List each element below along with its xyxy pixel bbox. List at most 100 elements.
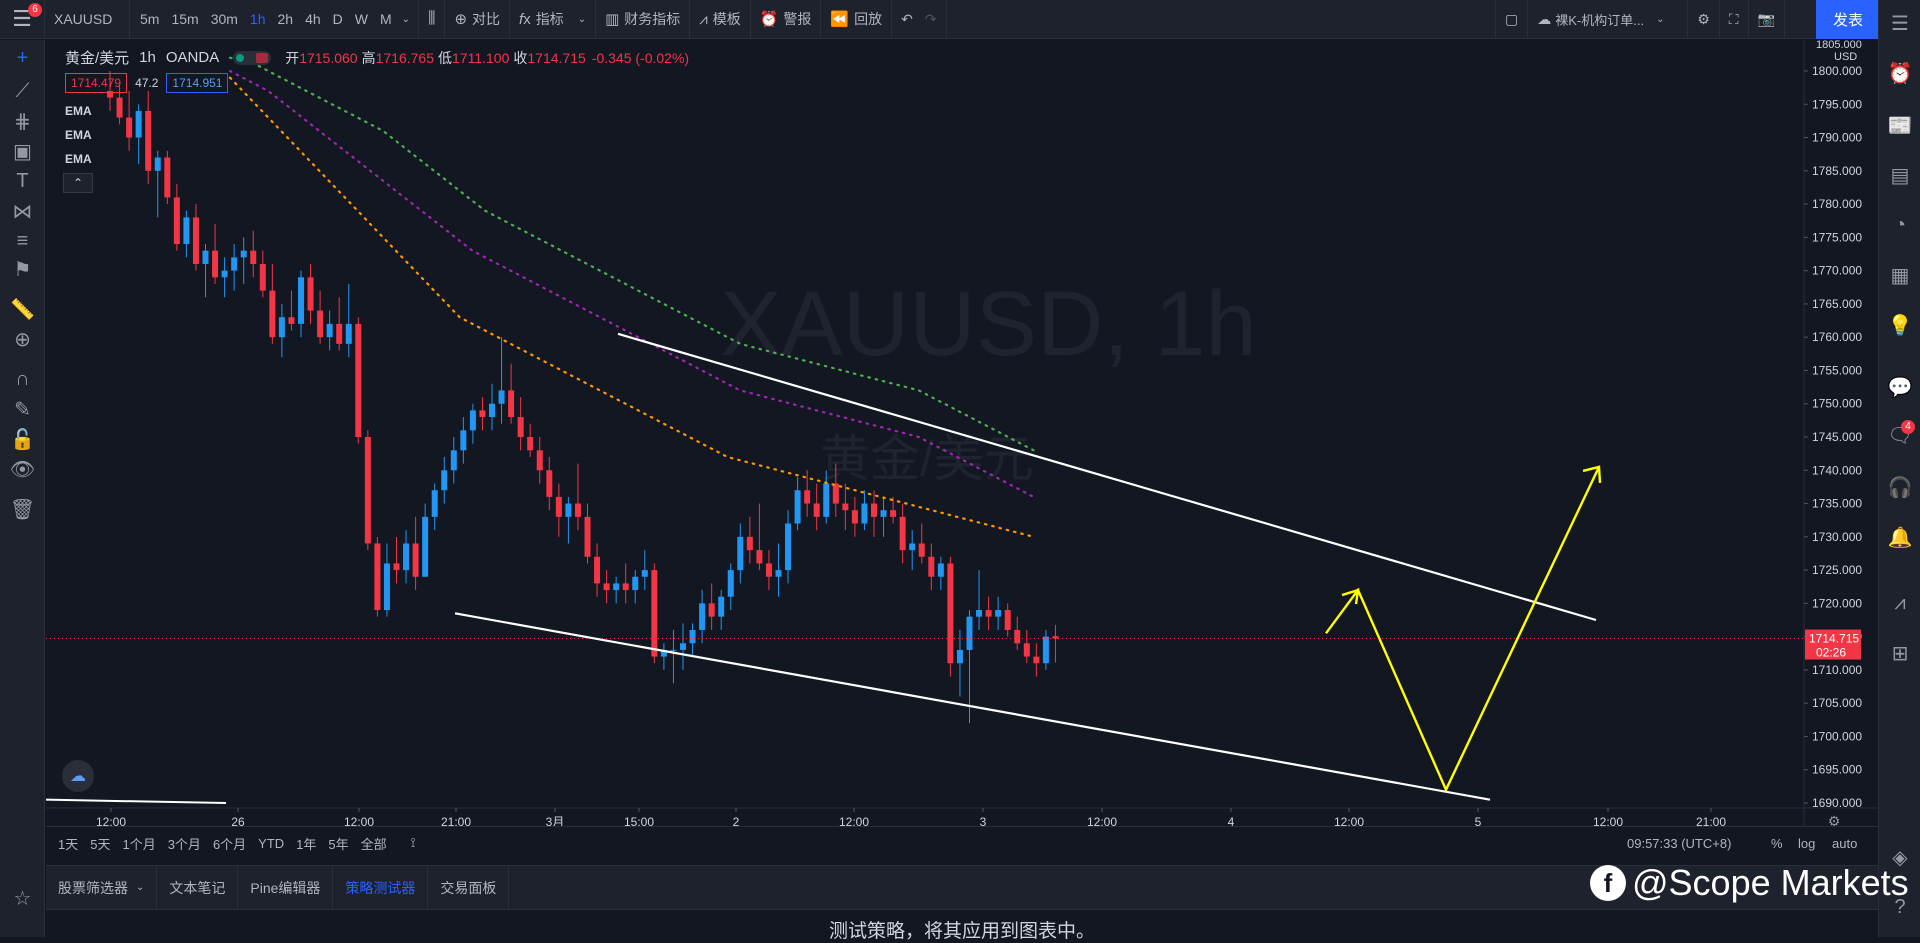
trendline-tool-icon[interactable]: ⟋ [15,79,30,102]
watchlist-icon[interactable]: ☰ [1891,12,1909,35]
zoom-in-icon[interactable]: ⊕ [14,328,31,351]
shape-tool-icon[interactable]: ▣ [13,140,32,163]
status-toggle[interactable] [233,50,272,65]
candle-body [441,470,448,491]
pattern-tool-icon[interactable]: ⋈ [12,200,33,223]
ruler-icon[interactable]: 📏 [10,298,35,321]
interval-D[interactable]: D [332,11,343,27]
interval-5m[interactable]: 5m [140,11,160,27]
lock-icon[interactable]: 🔓 [10,428,35,451]
notifications-icon[interactable]: 🔔 [1887,526,1913,549]
chat-icon[interactable]: 💬 [1887,376,1913,399]
fullscreen-button[interactable]: ⛶ [1720,0,1749,39]
interval-15m[interactable]: 15m [171,11,199,27]
financials-button[interactable]: ▥ 财务指标 [596,0,691,39]
fib-tool-icon[interactable]: ⋕ [14,110,31,133]
main-menu-button[interactable]: ☰ 6 [0,0,45,39]
compare-button[interactable]: ⊕ 对比 [445,0,511,39]
ema-label-2[interactable]: EMA [65,128,92,142]
chart-type-button[interactable]: ⫼ [419,0,446,39]
help-icon[interactable]: ? [1894,895,1906,918]
ema-label-1[interactable]: EMA [65,104,92,118]
price-tick-label: 1735.000 [1812,497,1862,511]
redo-icon[interactable]: ↷ [924,10,937,27]
range-button[interactable]: YTD [258,835,285,851]
trading-icon[interactable]: ⩘ [1894,591,1906,614]
bottom-tab[interactable]: 文本笔记 [157,866,239,909]
news-icon[interactable]: 📰 [1887,114,1913,137]
bottom-tab[interactable]: 交易面板 [428,866,510,909]
star-icon[interactable]: ☆ [13,887,32,910]
candle-body [603,583,610,591]
interval-W[interactable]: W [354,11,368,27]
snapshot-button[interactable]: 📷 [1749,0,1786,39]
collapse-legend-button[interactable]: ⌃ [63,173,93,193]
symbol-search-button[interactable]: XAUUSD [45,0,130,39]
text-tool-icon[interactable]: T [16,169,29,192]
undo-icon[interactable]: ↶ [901,10,913,27]
candle-body [107,90,113,98]
range-button[interactable]: 1天 [58,836,79,852]
range-button[interactable]: 5年 [328,836,349,852]
settings-button[interactable]: ⚙ [1688,0,1720,39]
alert-button[interactable]: ⏰ 警报 [751,0,822,39]
clock-label[interactable]: 09:57:33 (UTC+8) [1627,835,1732,851]
streams-icon[interactable]: 🎧 [1887,476,1913,499]
candles-icon: ⫼ [428,10,436,27]
bottom-tab[interactable]: 股票筛选器 ⌄ [46,866,158,909]
ema-label-3[interactable]: EMA [65,152,92,166]
forecast-tool-icon[interactable]: ≡ [16,229,29,252]
hotlist-icon[interactable]: ◔ [1893,213,1907,236]
price-tick-label: 1770.000 [1812,264,1862,278]
indicators-button[interactable]: fx 指标 ⌄ [510,0,597,39]
ask-price[interactable]: 1714.951 [166,73,229,93]
dom-icon[interactable]: ⊞ [1891,642,1909,665]
range-button[interactable]: 1个月 [122,836,156,852]
interval-1h[interactable]: 1h [249,11,266,27]
range-button[interactable]: 5天 [90,836,111,852]
layers-icon[interactable]: ◈ [1892,846,1908,869]
interval-4h[interactable]: 4h [305,11,321,27]
bottom-tab[interactable]: Pine编辑器 [238,866,334,909]
date-range-icon[interactable]: ⟟ [410,835,416,850]
bid-price[interactable]: 1714.479 [65,73,128,93]
alarm-icon[interactable]: ⏰ [1887,62,1913,85]
range-button[interactable]: 全部 [360,836,387,852]
candle-body [756,550,763,564]
calendar-icon[interactable]: ▦ [1890,264,1910,287]
layout-name-button[interactable]: ☁ 裸K-机构订单... ⌄ [1528,0,1689,39]
chevron-down-icon: ⌄ [136,882,145,893]
templates-button[interactable]: ⩘ 模板 [690,0,751,39]
percent-toggle[interactable]: % [1771,835,1783,851]
price-tick-label: 1690.000 [1812,796,1862,810]
replay-button[interactable]: ⏪ 回放 [821,0,893,39]
interval-30m[interactable]: 30m [210,11,238,27]
bottom-tab[interactable]: 策略测试器 [333,866,429,909]
trash-icon[interactable]: 🗑 [9,498,36,521]
pencil-lock-icon[interactable]: ✎ [14,398,31,421]
magnet-icon[interactable]: ∩ [15,367,30,390]
position-tool-icon[interactable]: ⚑ [13,258,32,281]
tv-logo-button[interactable]: ☁ [62,760,94,792]
data-window-icon[interactable]: ▤ [1890,164,1910,187]
range-button[interactable]: 1年 [296,836,317,852]
layout-select-button[interactable]: ▢ [1495,0,1529,39]
eye-icon[interactable]: 👁 [9,458,36,481]
interval-2h[interactable]: 2h [277,11,294,27]
chart-pane[interactable]: XAUUSD, 1h 黄金/美元 1805.000 USD 1800.000 1795.0… [46,40,1878,855]
log-toggle[interactable]: log [1798,835,1816,851]
chevron-down-icon: ⌄ [1656,14,1665,25]
auto-toggle[interactable]: auto [1832,835,1858,851]
range-button[interactable]: 3个月 [167,836,201,852]
crosshair-icon[interactable]: + [16,46,29,69]
open-label: 开 [285,49,300,66]
bottom-tab-label: Pine编辑器 [250,879,321,896]
price-tick-label: 1775.000 [1812,230,1862,244]
interval-M[interactable]: M [380,11,392,27]
publish-button[interactable]: 发表 [1816,0,1880,39]
range-button[interactable]: 6个月 [212,836,247,852]
chevron-down-icon[interactable]: ⌄ [401,13,411,25]
ideas-icon[interactable]: 💡 [1887,314,1913,337]
interval-group: 5m 15m 30m 1h 2h 4h D W M ⌄ [130,0,420,39]
